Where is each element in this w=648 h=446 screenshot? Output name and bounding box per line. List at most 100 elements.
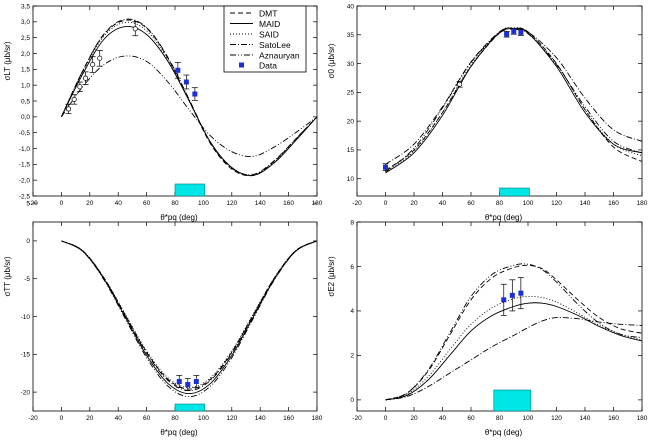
y-tick-label: -20 bbox=[21, 389, 31, 396]
x-tick-label: 0 bbox=[384, 415, 388, 422]
old-data-point bbox=[90, 62, 96, 68]
legend-label-dmt: DMT bbox=[259, 9, 277, 19]
y-tick-label: -1,0 bbox=[19, 146, 31, 153]
series-line-dmt bbox=[385, 27, 642, 171]
x-axis-label: θ*pq (deg) bbox=[160, 213, 198, 222]
y-tick-label: 15 bbox=[347, 147, 355, 154]
legend-entry-data: Data bbox=[239, 61, 277, 71]
legend-entry-maid: MAID bbox=[230, 19, 280, 29]
x-tick-label: 140 bbox=[580, 415, 591, 422]
data-point bbox=[504, 31, 510, 37]
series-line-maid bbox=[61, 240, 317, 395]
data-point bbox=[518, 290, 524, 296]
y-tick-label: -2,0 bbox=[19, 177, 31, 184]
data-point bbox=[518, 29, 524, 35]
x-tick-label: 100 bbox=[523, 415, 534, 422]
x-tick-label: 60 bbox=[467, 415, 475, 422]
x-tick-label: 100 bbox=[523, 200, 534, 207]
old-data-point bbox=[71, 96, 77, 102]
x-tick-label: 60 bbox=[143, 200, 151, 207]
data-point bbox=[511, 28, 517, 34]
data-point bbox=[193, 379, 199, 385]
old-data-point bbox=[77, 84, 83, 90]
x-tick-label: 120 bbox=[226, 200, 237, 207]
data-point bbox=[185, 382, 191, 388]
x-tick-label: -20 bbox=[28, 415, 38, 422]
y-tick-label: 0,0 bbox=[21, 114, 30, 121]
legend-label-satolee: SatoLee bbox=[259, 40, 291, 50]
legend-entry-said: SAID bbox=[230, 30, 279, 40]
data-point bbox=[176, 379, 182, 385]
y-tick-label: 1,5 bbox=[21, 67, 30, 74]
x-tick-label: 160 bbox=[608, 415, 619, 422]
x-tick-label: 0 bbox=[384, 200, 388, 207]
series-line-satolee bbox=[385, 317, 642, 401]
y-tick-label: 6 bbox=[350, 264, 354, 271]
series-line-maid bbox=[385, 302, 642, 401]
data-point bbox=[501, 297, 507, 303]
y-axis-label: σE2 (μb/sr) bbox=[327, 256, 336, 297]
plot-frame bbox=[356, 5, 643, 197]
y-tick-label: 0,5 bbox=[21, 98, 30, 105]
x-tick-label: 40 bbox=[115, 415, 123, 422]
y-tick-label: 35 bbox=[347, 32, 355, 39]
legend: DMT MAID SAID SatoLee Aznauryan Data bbox=[223, 5, 307, 73]
y-tick-label: 25 bbox=[347, 90, 355, 97]
y-tick-label: 3,0 bbox=[21, 19, 30, 26]
y-tick-label: 30 bbox=[347, 61, 355, 68]
x-tick-label: 60 bbox=[143, 415, 151, 422]
x-tick-label: 180 bbox=[637, 415, 648, 422]
series-line-dmt bbox=[385, 264, 642, 401]
x-tick-label: 140 bbox=[580, 200, 591, 207]
series-line-maid bbox=[60, 26, 317, 176]
x-tick-label: 80 bbox=[171, 415, 179, 422]
x-tick-label: 80 bbox=[496, 200, 504, 207]
x-tick-label: 100 bbox=[198, 200, 209, 207]
x-tick-label: 160 bbox=[283, 200, 294, 207]
series-line-aznauryan bbox=[385, 28, 642, 173]
plot-frame bbox=[356, 221, 643, 412]
data-point bbox=[383, 164, 388, 170]
data-point bbox=[192, 91, 198, 97]
x-tick-label: 160 bbox=[283, 415, 294, 422]
panel-sigma-0: -20 0 20 40 60 80 100 120 140 160 180 10 15 20 25 30 35 4… bbox=[327, 3, 648, 222]
series-line-satolee bbox=[60, 18, 317, 176]
x-tick-label: 20 bbox=[86, 415, 94, 422]
series-line-satolee bbox=[61, 240, 317, 392]
x-tick-label: 20 bbox=[410, 200, 418, 207]
x-tick-label: -20 bbox=[352, 415, 362, 422]
x-tick-label: 0 bbox=[60, 415, 64, 422]
y-tick-label: 4 bbox=[350, 308, 354, 315]
kinematic-range-bar bbox=[493, 389, 532, 412]
legend-label-data: Data bbox=[259, 61, 277, 71]
legend-label-maid: MAID bbox=[259, 19, 280, 29]
legend-entry-dmt: DMT bbox=[230, 9, 277, 19]
y-tick-label: 2,5 bbox=[21, 35, 30, 42]
y-tick-label: 0 bbox=[350, 397, 354, 404]
y-axis-label: σTT (μb/sr) bbox=[3, 256, 12, 296]
legend-entry-aznauryan: Aznauryan bbox=[230, 51, 300, 61]
old-data-point bbox=[457, 81, 463, 87]
x-tick-label: 80 bbox=[496, 415, 504, 422]
y-axis-label: σ0 (μb/sr) bbox=[327, 43, 336, 78]
x-tick-label: 40 bbox=[439, 415, 447, 422]
old-data-point bbox=[82, 75, 89, 81]
series-line-said bbox=[385, 295, 642, 401]
legend-label-said: SAID bbox=[259, 30, 279, 40]
old-data-point bbox=[132, 26, 138, 32]
x-axis-label: θ*pq (deg) bbox=[485, 213, 523, 222]
data-point bbox=[183, 79, 189, 85]
x-tick-label: 160 bbox=[608, 200, 619, 207]
y-tick-label: 5 bbox=[26, 200, 30, 207]
y-tick-label: 8 bbox=[350, 219, 354, 226]
series-line-said bbox=[385, 27, 642, 173]
legend-swatch-data bbox=[239, 62, 244, 68]
kinematic-range-bar bbox=[174, 403, 206, 412]
old-data-point bbox=[97, 55, 103, 61]
x-axis-label: θ*pq (deg) bbox=[485, 428, 523, 437]
y-tick-label: 0 bbox=[26, 238, 30, 245]
data-point bbox=[175, 67, 181, 73]
y-tick-label: -2,5 bbox=[19, 193, 31, 200]
x-tick-label: 140 bbox=[255, 200, 266, 207]
